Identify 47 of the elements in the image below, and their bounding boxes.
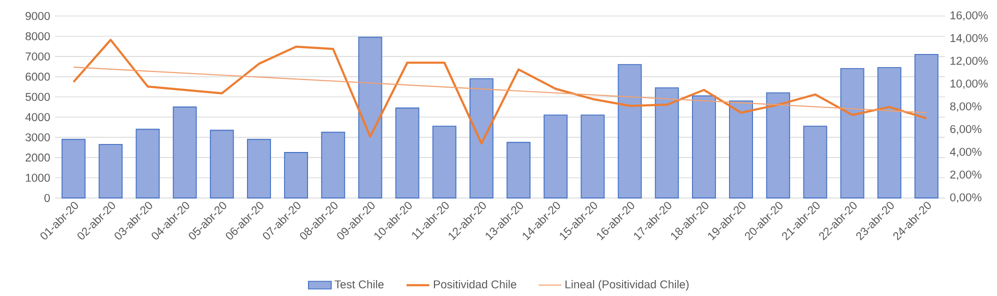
y-tick-label: 5000 xyxy=(26,92,50,101)
line-series xyxy=(72,38,928,144)
y-tick-label: 4000 xyxy=(25,113,50,122)
y2-tick-label: 16,00% xyxy=(950,11,988,21)
y-tick-label: 6000 xyxy=(26,72,50,81)
legend-label: Test Chile xyxy=(334,280,384,288)
y-tick-label: 1000 xyxy=(26,174,50,182)
y-tick-label: 3000 xyxy=(26,133,50,142)
bar xyxy=(469,78,494,198)
y-tick-label: 9000 xyxy=(26,12,50,20)
bar xyxy=(136,128,160,198)
y2-tick-label: 6,00% xyxy=(950,125,982,134)
bar xyxy=(654,87,679,198)
legend-label: Lineal (Positividad Chile) xyxy=(566,280,689,291)
bar xyxy=(284,152,308,198)
legend-label: Positividad Chile xyxy=(434,280,516,288)
bar xyxy=(877,67,902,198)
bar xyxy=(544,114,568,198)
bar xyxy=(395,108,420,198)
bar xyxy=(358,36,382,198)
bar xyxy=(618,64,642,198)
bar xyxy=(580,114,605,198)
y-tick-label: 2000 xyxy=(26,154,50,162)
y2-tick-label: 14,00% xyxy=(950,34,988,44)
y2-tick-label: 2,00% xyxy=(950,170,982,180)
bar xyxy=(840,68,864,198)
y2-tick-label: 10,00% xyxy=(950,80,988,89)
bar xyxy=(62,138,86,198)
bar xyxy=(210,130,234,198)
y2-tick-label: 0,00% xyxy=(950,193,982,203)
bar xyxy=(247,138,271,198)
bar xyxy=(766,92,790,198)
bar xyxy=(914,54,938,198)
y2-tick-label: 4,00% xyxy=(950,148,982,158)
y-tick-label: 7000 xyxy=(26,52,50,60)
y-tick-label: 0 xyxy=(44,194,50,202)
bar xyxy=(729,100,754,198)
bar xyxy=(321,132,346,198)
y2-tick-label: 8,00% xyxy=(950,102,982,112)
bar xyxy=(692,95,716,198)
bar xyxy=(98,144,123,198)
bar xyxy=(803,126,828,198)
bar xyxy=(432,126,456,198)
y-tick-label: 8000 xyxy=(26,32,50,40)
bar xyxy=(172,106,197,198)
y2-tick-label: 12,00% xyxy=(950,56,988,66)
bar xyxy=(506,142,531,198)
